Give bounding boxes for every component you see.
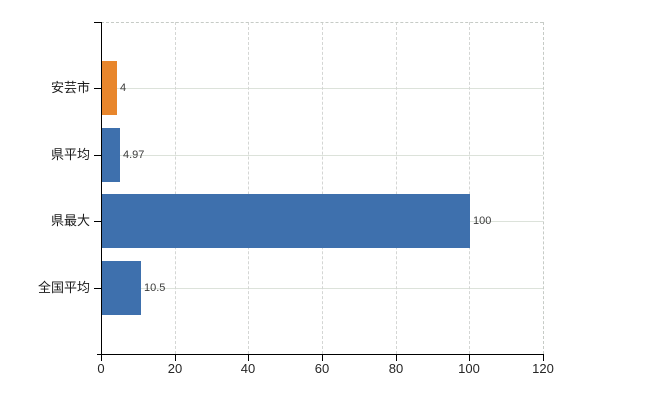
x-tick-label: 80	[388, 361, 404, 376]
x-tick-label: 20	[167, 361, 183, 376]
x-tick	[322, 355, 323, 361]
bar	[102, 261, 141, 315]
x-tick	[101, 355, 102, 361]
x-tick	[248, 355, 249, 361]
value-label: 100	[473, 215, 492, 227]
y-axis-top-cap	[94, 22, 101, 23]
x-tick-label: 60	[314, 361, 330, 376]
x-tick-label: 40	[240, 361, 256, 376]
y-axis	[101, 22, 102, 355]
bar	[102, 128, 120, 182]
x-axis	[97, 354, 544, 355]
x-tick	[469, 355, 470, 361]
x-tick-label: 100	[458, 361, 480, 376]
y-tick	[94, 221, 101, 222]
plot-border-top	[101, 22, 543, 23]
category-label: 県最大	[50, 213, 90, 228]
x-tick-label: 120	[532, 361, 554, 376]
value-label: 4.97	[123, 149, 145, 161]
gridline-vertical	[322, 22, 323, 354]
bar	[102, 61, 117, 115]
gridline-vertical	[175, 22, 176, 354]
x-tick-label: 0	[97, 361, 105, 376]
value-label: 4	[120, 82, 127, 94]
category-label: 県平均	[50, 147, 90, 162]
y-tick	[94, 155, 101, 156]
x-tick	[175, 355, 176, 361]
gridline-vertical	[248, 22, 249, 354]
value-label: 10.5	[144, 282, 166, 294]
plot-border-right	[543, 22, 544, 354]
category-label: 全国平均	[37, 280, 90, 295]
x-tick	[543, 355, 544, 361]
bar	[102, 194, 470, 248]
gridline-vertical	[469, 22, 470, 354]
y-tick	[94, 88, 101, 89]
gridline-vertical	[396, 22, 397, 354]
x-tick	[396, 355, 397, 361]
y-tick	[94, 288, 101, 289]
category-label: 安芸市	[50, 80, 90, 95]
